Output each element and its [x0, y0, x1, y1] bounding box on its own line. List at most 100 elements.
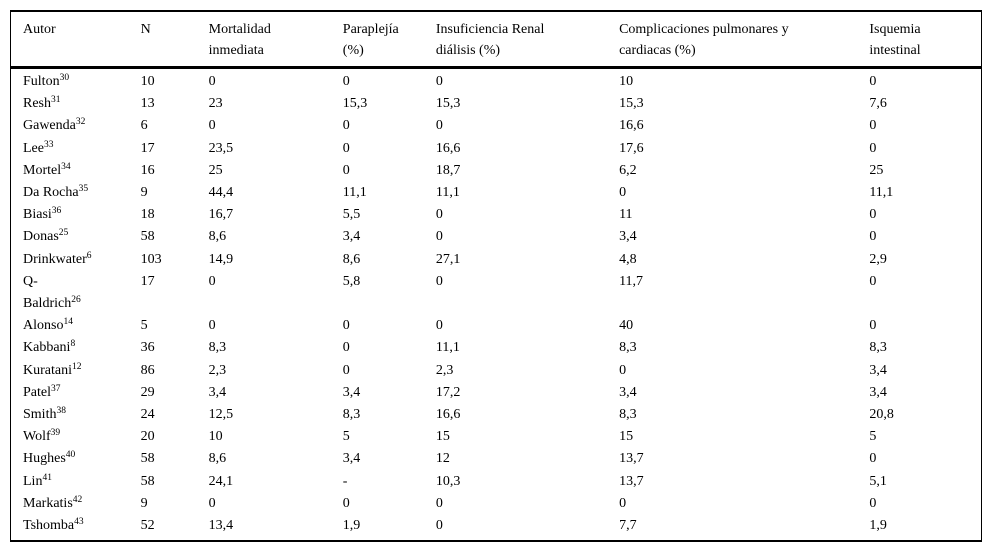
paraplejia-cell: 3,4: [342, 384, 361, 400]
author-reference-superscript: 32: [75, 117, 86, 128]
isquemia-intestinal-cell: 7,6: [869, 96, 887, 112]
n-cell: 52: [140, 518, 155, 534]
complicaciones-cell: 13,7: [619, 451, 644, 467]
table-row: Markatis42 9 0 0 0 0 0: [11, 493, 982, 515]
isquemia-intestinal-cell: 25: [869, 162, 884, 178]
author-cell: Resh31: [11, 93, 129, 115]
author-reference-superscript: 6: [86, 250, 92, 261]
complicaciones-cell: 10: [619, 74, 634, 89]
table-row: Da Rocha35 9 44,4 11,1 11,1 0 11,1: [11, 182, 982, 204]
mortalidad-inmediata-cell: 0: [208, 118, 216, 134]
complicaciones-cell: 17,6: [619, 140, 644, 156]
author-cell: Hughes40: [11, 448, 129, 470]
insuficiencia-renal-cell: 18,7: [435, 162, 461, 178]
author-reference-superscript: 12: [71, 361, 82, 372]
n-cell: 58: [140, 451, 155, 467]
mortalidad-inmediata-cell: 13,4: [208, 518, 234, 534]
insuficiencia-renal-cell: 0: [435, 318, 443, 334]
column-header-isquemia-intestinal: Isquemia intestinal: [857, 11, 982, 69]
isquemia-intestinal-cell: 0: [869, 451, 877, 467]
table-row: Alonso14 5 0 0 0 40 0: [11, 315, 982, 337]
isquemia-intestinal-cell: 11,1: [869, 185, 894, 201]
author-name: Mortel: [23, 162, 62, 178]
paraplejia-cell: 0: [342, 162, 350, 178]
n-cell: 16: [140, 162, 155, 178]
table-row: Mortel34 16 25 0 18,7 6,2 25: [11, 160, 982, 182]
author-name: Donas: [23, 229, 59, 245]
complicaciones-cell: 15: [619, 429, 634, 445]
insuficiencia-renal-cell: 17,2: [435, 384, 461, 400]
mortalidad-inmediata-cell: 0: [208, 74, 216, 89]
paraplejia-cell: 5,8: [342, 273, 361, 289]
insuficiencia-renal-cell: 0: [435, 118, 443, 134]
column-header-n: N: [128, 11, 197, 69]
paraplejia-cell: 0: [342, 140, 350, 156]
table-row: Biasi36 18 16,7 5,5 0 11 0: [11, 204, 982, 226]
n-cell: 10: [140, 74, 155, 89]
isquemia-intestinal-cell: 0: [869, 318, 877, 334]
isquemia-intestinal-cell: 3,4: [869, 362, 887, 378]
complicaciones-cell: 6,2: [619, 162, 637, 178]
mortalidad-inmediata-cell: 16,7: [208, 207, 234, 223]
paraplejia-cell: 5: [342, 429, 350, 445]
mortalidad-inmediata-cell: 10: [208, 429, 223, 445]
author-reference-superscript: 14: [63, 317, 73, 328]
paraplejia-cell: 0: [342, 318, 350, 334]
author-reference-superscript: 33: [43, 139, 54, 150]
n-cell: 24: [140, 407, 155, 423]
complicaciones-cell: 16,6: [619, 118, 644, 134]
isquemia-intestinal-cell: 5: [869, 429, 877, 445]
author-reference-superscript: 40: [65, 450, 76, 461]
table-row: Lee33 17 23,5 0 16,6 17,6 0: [11, 138, 982, 160]
author-name: Alonso: [23, 318, 64, 334]
author-name: Patel: [23, 384, 51, 400]
complicaciones-cell: 0: [619, 362, 627, 378]
mortalidad-inmediata-cell: 24,1: [208, 473, 234, 489]
paraplejia-cell: 3,4: [342, 229, 361, 245]
author-reference-superscript: 41: [42, 472, 52, 483]
mortalidad-inmediata-cell: 3,4: [208, 384, 227, 400]
table-row: Donas25 58 8,6 3,4 0 3,4 0: [11, 226, 982, 248]
table-row: Patel37 29 3,4 3,4 17,2 3,4 3,4: [11, 382, 982, 404]
author-reference-superscript: 34: [61, 161, 71, 172]
author-name: Da Rocha: [23, 185, 79, 201]
mortalidad-inmediata-cell: 25: [208, 162, 223, 178]
author-name: Smith: [23, 407, 57, 423]
author-cell: Drinkwater6: [11, 249, 129, 271]
complicaciones-cell: 0: [619, 185, 627, 201]
author-cell: Smith38: [11, 404, 129, 426]
complicaciones-cell: 7,7: [619, 518, 637, 534]
n-cell: 5: [140, 318, 148, 334]
isquemia-intestinal-cell: 5,1: [869, 473, 887, 489]
complicaciones-cell: 3,4: [619, 229, 637, 245]
mortalidad-inmediata-cell: 14,9: [208, 251, 234, 267]
table-row: Kabbani8 36 8,3 0 11,1 8,3 8,3: [11, 337, 982, 359]
isquemia-intestinal-cell: 20,8: [869, 407, 894, 423]
author-reference-superscript: 8: [70, 339, 76, 350]
n-cell: 18: [140, 207, 155, 223]
complicaciones-cell: 0: [619, 495, 627, 511]
mortalidad-inmediata-cell: 0: [208, 318, 216, 334]
complicaciones-cell: 8,3: [619, 340, 637, 356]
complicaciones-cell: 11,7: [619, 273, 644, 289]
paraplejia-cell: 0: [342, 118, 350, 134]
complicaciones-cell: 13,7: [619, 473, 644, 489]
mortalidad-inmediata-cell: 8,6: [208, 451, 227, 467]
author-cell: Kuratani12: [11, 360, 129, 382]
complicaciones-cell: 8,3: [619, 407, 637, 423]
insuficiencia-renal-cell: 16,6: [435, 407, 461, 423]
n-cell: 58: [140, 473, 155, 489]
insuficiencia-renal-cell: 0: [435, 518, 443, 534]
author-cell: Donas25: [11, 226, 129, 248]
column-header-autor: Autor: [10, 11, 129, 69]
mortalidad-inmediata-cell: 44,4: [208, 185, 234, 201]
author-reference-superscript: 35: [78, 184, 89, 195]
author-name: Biasi: [23, 207, 52, 223]
paraplejia-cell: 0: [342, 495, 350, 511]
complicaciones-cell: 40: [619, 318, 634, 334]
paraplejia-cell: 0: [342, 340, 350, 356]
results-table-container: Autor N Mortalidad inmediata Paraplejía …: [10, 10, 982, 542]
paraplejia-cell: 8,6: [342, 251, 361, 267]
column-header-insuficiencia-renal: Insuficiencia Renal diálisis (%): [423, 11, 608, 69]
paraplejia-cell: -: [342, 473, 348, 489]
